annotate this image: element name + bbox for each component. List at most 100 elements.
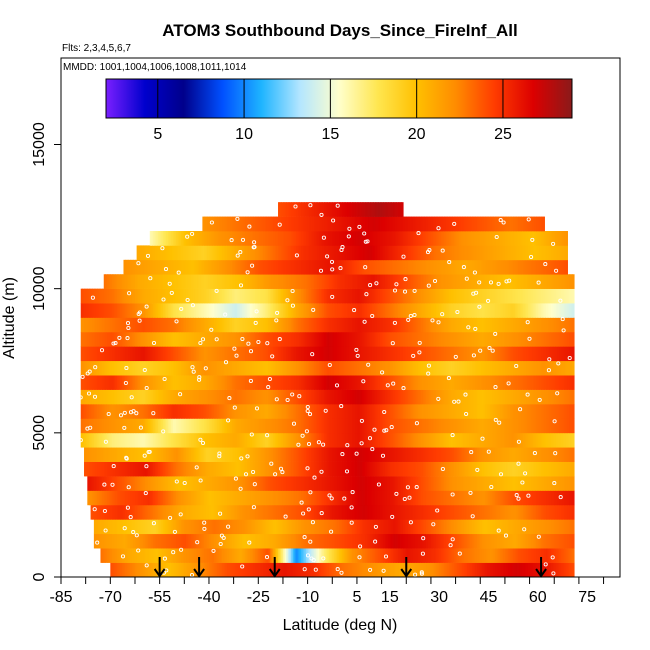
heatmap-cell bbox=[126, 533, 129, 549]
heatmap-cell bbox=[197, 331, 200, 347]
heatmap-cell bbox=[240, 404, 243, 419]
heatmap-cell bbox=[486, 476, 490, 491]
heatmap-cell bbox=[87, 447, 90, 462]
heatmap-cell bbox=[314, 447, 317, 462]
heatmap-cell bbox=[481, 562, 485, 577]
heatmap-cell bbox=[544, 360, 547, 376]
heatmap-cell bbox=[231, 476, 235, 491]
heatmap-cell bbox=[476, 548, 480, 563]
heatmap-cell bbox=[200, 418, 203, 434]
heatmap-cell bbox=[90, 504, 93, 520]
heatmap-cell bbox=[182, 404, 185, 419]
heatmap-cell bbox=[483, 533, 486, 549]
heatmap-cell bbox=[281, 548, 284, 563]
heatmap-cell bbox=[350, 447, 353, 462]
heatmap-cell bbox=[120, 418, 123, 434]
heatmap-cell bbox=[258, 375, 261, 390]
heatmap-cell bbox=[488, 404, 491, 419]
heatmap-cell bbox=[310, 432, 314, 448]
heatmap-cell bbox=[123, 533, 126, 549]
heatmap-cell bbox=[246, 519, 250, 535]
heatmap-cell bbox=[496, 389, 499, 405]
heatmap-cell bbox=[307, 389, 310, 405]
heatmap-cell bbox=[444, 504, 447, 520]
heatmap-cell bbox=[458, 418, 462, 434]
heatmap-cell bbox=[95, 331, 98, 347]
heatmap-cell bbox=[310, 331, 314, 347]
heatmap-cell bbox=[527, 346, 531, 362]
heatmap-cell bbox=[557, 533, 560, 549]
heatmap-cell bbox=[264, 331, 268, 347]
heatmap-cell bbox=[442, 533, 445, 549]
heatmap-cell bbox=[478, 504, 481, 520]
heatmap-cell bbox=[164, 562, 167, 577]
heatmap-cell bbox=[493, 476, 496, 491]
heatmap-cell bbox=[406, 504, 409, 520]
heatmap-cell bbox=[506, 490, 509, 506]
heatmap-cell bbox=[384, 360, 388, 376]
heatmap-cell bbox=[404, 389, 407, 405]
heatmap-cell bbox=[406, 548, 409, 563]
heatmap-cell bbox=[215, 548, 218, 563]
heatmap-cell bbox=[439, 389, 442, 405]
heatmap-cell bbox=[279, 490, 282, 506]
heatmap-cell bbox=[213, 519, 217, 535]
heatmap-cell bbox=[123, 562, 126, 577]
heatmap-cell bbox=[513, 548, 516, 563]
heatmap-cell bbox=[284, 519, 287, 535]
heatmap-cell bbox=[509, 476, 513, 491]
heatmap-cell bbox=[97, 476, 100, 491]
heatmap-cell bbox=[185, 562, 189, 577]
heatmap-cell bbox=[371, 447, 374, 462]
heatmap-cell bbox=[508, 548, 511, 563]
heatmap-cell bbox=[427, 360, 430, 376]
heatmap-cell bbox=[274, 447, 277, 462]
heatmap-cell bbox=[192, 490, 195, 506]
heatmap-cell bbox=[108, 360, 111, 376]
heatmap-cell bbox=[340, 533, 343, 549]
heatmap-cell bbox=[493, 504, 496, 520]
heatmap-cell bbox=[368, 504, 371, 520]
heatmap-cell bbox=[330, 389, 333, 405]
heatmap-cell bbox=[246, 360, 250, 376]
heatmap-cell bbox=[393, 548, 396, 563]
heatmap-cell bbox=[93, 375, 97, 390]
heatmap-cell bbox=[425, 447, 429, 462]
heatmap-cell bbox=[194, 490, 197, 506]
heatmap-cell bbox=[440, 504, 444, 520]
heatmap-cell bbox=[233, 519, 236, 535]
heatmap-cell bbox=[394, 461, 397, 477]
heatmap-cell bbox=[450, 432, 453, 448]
heatmap-cell bbox=[309, 461, 312, 477]
heatmap-cell bbox=[215, 519, 218, 535]
heatmap-cell bbox=[526, 389, 529, 405]
heatmap-cell bbox=[412, 432, 416, 448]
heatmap-cell bbox=[231, 389, 235, 405]
heatmap-cell bbox=[84, 432, 87, 448]
heatmap-cell bbox=[496, 461, 499, 477]
heatmap-cell bbox=[149, 404, 153, 419]
heatmap-cell bbox=[276, 519, 279, 535]
heatmap-cell bbox=[297, 432, 300, 448]
heatmap-cell bbox=[111, 389, 115, 405]
heatmap-cell bbox=[363, 461, 366, 477]
heatmap-cell bbox=[204, 461, 207, 477]
heatmap-cell bbox=[174, 504, 177, 520]
heatmap-cell bbox=[398, 490, 401, 506]
heatmap-cell bbox=[524, 461, 527, 477]
heatmap-cell bbox=[92, 404, 95, 419]
heatmap-cell bbox=[98, 432, 102, 448]
heatmap-cell bbox=[187, 548, 190, 563]
heatmap-cell bbox=[301, 562, 304, 577]
heatmap-cell bbox=[128, 461, 131, 477]
heatmap-cell bbox=[243, 476, 246, 491]
heatmap-cell bbox=[233, 389, 236, 405]
heatmap-cell bbox=[302, 519, 305, 535]
heatmap-cell bbox=[225, 533, 228, 549]
heatmap-cell bbox=[171, 375, 174, 390]
heatmap-cell bbox=[439, 346, 442, 362]
heatmap-cell bbox=[317, 519, 320, 535]
heatmap-cell bbox=[304, 490, 307, 506]
heatmap-cell bbox=[343, 562, 347, 577]
heatmap-cell bbox=[82, 360, 85, 376]
